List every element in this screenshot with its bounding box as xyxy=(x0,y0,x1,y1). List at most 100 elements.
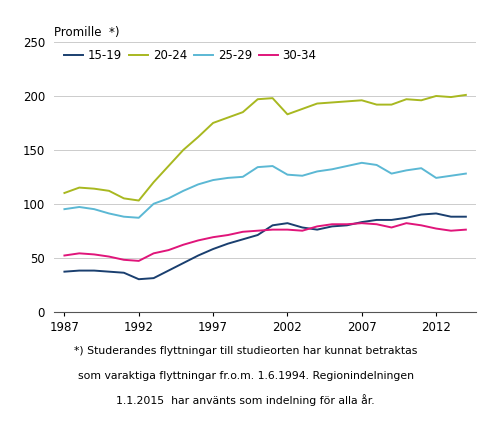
15-19 xyxy=(404,215,409,220)
30-34 xyxy=(121,257,127,262)
Text: *) Studerandes flyttningar till studieorten har kunnat betraktas: *) Studerandes flyttningar till studieor… xyxy=(74,346,417,356)
20-24 xyxy=(180,147,186,152)
15-19 xyxy=(433,211,439,216)
30-34 xyxy=(448,228,454,233)
20-24 xyxy=(344,99,350,104)
25-29 xyxy=(106,211,112,216)
30-34 xyxy=(255,228,261,233)
15-19 xyxy=(136,277,142,282)
30-34 xyxy=(418,223,424,228)
15-19 xyxy=(463,214,469,219)
15-19 xyxy=(448,214,454,219)
20-24 xyxy=(374,102,380,107)
15-19 xyxy=(359,220,365,225)
25-29 xyxy=(284,172,290,177)
Text: Promille  *): Promille *) xyxy=(54,27,119,40)
25-29 xyxy=(463,171,469,176)
15-19 xyxy=(195,253,201,258)
20-24 xyxy=(329,100,335,105)
30-34 xyxy=(374,222,380,227)
15-19 xyxy=(344,223,350,228)
25-29 xyxy=(418,166,424,171)
30-34 xyxy=(314,224,320,229)
20-24 xyxy=(255,97,261,102)
25-29 xyxy=(136,215,142,220)
20-24 xyxy=(106,188,112,193)
20-24 xyxy=(121,196,127,201)
30-34 xyxy=(463,227,469,232)
15-19 xyxy=(255,232,261,237)
30-34 xyxy=(300,228,305,233)
15-19 xyxy=(300,225,305,230)
Text: som varaktiga flyttningar fr.o.m. 1.6.1994. Regionindelningen: som varaktiga flyttningar fr.o.m. 1.6.19… xyxy=(78,371,413,381)
Text: 1.1.2015  har använts som indelning för alla år.: 1.1.2015 har använts som indelning för a… xyxy=(116,394,375,406)
20-24 xyxy=(433,93,439,99)
Line: 25-29: 25-29 xyxy=(64,163,466,218)
30-34 xyxy=(284,227,290,232)
25-29 xyxy=(76,205,82,210)
15-19 xyxy=(374,217,380,222)
15-19 xyxy=(240,237,246,242)
30-34 xyxy=(329,222,335,227)
15-19 xyxy=(388,217,394,222)
30-34 xyxy=(404,221,409,226)
Line: 15-19: 15-19 xyxy=(64,213,466,279)
25-29 xyxy=(404,168,409,173)
30-34 xyxy=(210,234,216,240)
25-29 xyxy=(165,196,171,201)
30-34 xyxy=(359,221,365,226)
20-24 xyxy=(151,180,157,185)
20-24 xyxy=(418,98,424,103)
30-34 xyxy=(270,227,275,232)
20-24 xyxy=(359,98,365,103)
25-29 xyxy=(329,167,335,172)
20-24 xyxy=(448,95,454,100)
25-29 xyxy=(270,163,275,168)
30-34 xyxy=(151,251,157,256)
25-29 xyxy=(255,165,261,170)
30-34 xyxy=(136,258,142,264)
20-24 xyxy=(195,134,201,139)
30-34 xyxy=(388,225,394,230)
15-19 xyxy=(329,224,335,229)
20-24 xyxy=(240,109,246,115)
20-24 xyxy=(136,198,142,203)
25-29 xyxy=(448,173,454,178)
Line: 30-34: 30-34 xyxy=(64,223,466,261)
20-24 xyxy=(388,102,394,107)
15-19 xyxy=(270,223,275,228)
25-29 xyxy=(225,176,231,181)
30-34 xyxy=(91,252,97,257)
30-34 xyxy=(195,238,201,243)
20-24 xyxy=(210,120,216,125)
15-19 xyxy=(121,270,127,275)
20-24 xyxy=(91,186,97,191)
25-29 xyxy=(195,182,201,187)
15-19 xyxy=(418,212,424,217)
20-24 xyxy=(463,92,469,97)
20-24 xyxy=(284,112,290,117)
15-19 xyxy=(225,241,231,246)
25-29 xyxy=(151,201,157,206)
15-19 xyxy=(210,247,216,252)
15-19 xyxy=(106,269,112,274)
15-19 xyxy=(314,227,320,232)
30-34 xyxy=(225,232,231,237)
15-19 xyxy=(61,269,67,274)
30-34 xyxy=(433,226,439,231)
15-19 xyxy=(165,268,171,273)
25-29 xyxy=(374,163,380,168)
25-29 xyxy=(210,178,216,183)
20-24 xyxy=(270,96,275,101)
25-29 xyxy=(91,207,97,212)
20-24 xyxy=(165,163,171,168)
15-19 xyxy=(180,261,186,266)
15-19 xyxy=(284,221,290,226)
25-29 xyxy=(121,214,127,219)
25-29 xyxy=(180,188,186,193)
20-24 xyxy=(76,185,82,190)
30-34 xyxy=(344,222,350,227)
30-34 xyxy=(106,254,112,259)
30-34 xyxy=(76,251,82,256)
25-29 xyxy=(300,173,305,178)
